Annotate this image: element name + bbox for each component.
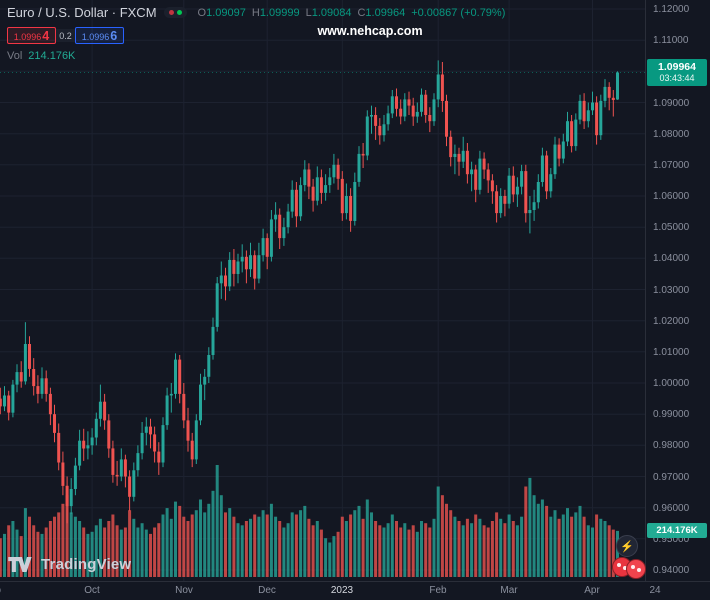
price-axis-label: 1.11000	[653, 35, 689, 46]
time-axis-label: Mar	[500, 585, 518, 596]
watermark-link[interactable]: www.nehcap.com	[317, 24, 423, 38]
volume-value: 214.176K	[28, 50, 76, 62]
time-axis-label: Dec	[258, 585, 276, 596]
sell-price-last-digit: 4	[42, 29, 50, 43]
lightning-button[interactable]: ⚡	[616, 535, 638, 557]
price-axis-label: 0.99000	[653, 409, 690, 420]
bid-ask-widget: 1.0996 4 0.2 1.0996 6	[7, 27, 505, 44]
price-axis-label: 1.07000	[653, 160, 690, 171]
volume-legend[interactable]: Vol 214.176K	[7, 50, 505, 62]
tradingview-logo-icon	[8, 557, 32, 572]
price-axis-label: 0.98000	[653, 440, 690, 451]
price-axis-label: 1.00000	[653, 378, 690, 389]
market-open-dot-icon	[176, 10, 182, 15]
market-status-indicator[interactable]	[163, 7, 187, 18]
sell-button[interactable]: 1.0996 4	[7, 27, 56, 44]
price-axis-label: 1.01000	[653, 347, 690, 358]
open-label: O	[197, 6, 207, 19]
close-label: C	[357, 6, 366, 19]
price-axis-label: 1.03000	[653, 285, 690, 296]
lightning-icon: ⚡	[620, 540, 634, 553]
red-bubbles-button[interactable]	[610, 554, 654, 579]
chart-legend: Euro / U.S. Dollar · FXCM O1.09097 H1.09…	[7, 5, 505, 62]
price-axis-label: 1.09000	[653, 98, 690, 109]
time-axis-label: Apr	[584, 585, 600, 596]
close-value: 1.09964	[365, 6, 406, 19]
price-axis-label: 1.05000	[653, 222, 690, 233]
volume-label: Vol	[7, 50, 23, 62]
price-axis-label: 0.97000	[653, 472, 690, 483]
time-axis-label: Feb	[429, 585, 447, 596]
price-axis[interactable]: 0.94000 0.95000 0.96000 0.97000 0.98000 0.990…	[645, 0, 710, 581]
sell-price: 1.0996	[13, 32, 42, 42]
open-value: 1.09097	[206, 6, 246, 19]
low-label: L	[305, 6, 312, 19]
ohlc-values: O1.09097 H1.09999 L1.09084 C1.09964 +0.0…	[198, 7, 506, 19]
time-axis[interactable]: Sep Oct Nov Dec 2023 Feb Mar Apr 24	[0, 581, 710, 600]
price-axis-label: 1.12000	[653, 4, 690, 15]
spread-value: 0.2	[56, 29, 75, 42]
change-value: +0.00867 (+0.79%)	[411, 6, 506, 19]
red-bubble-icon	[626, 559, 646, 579]
price-axis-label: 1.04000	[653, 253, 690, 264]
buy-price-last-digit: 6	[110, 29, 118, 43]
high-value: 1.09999	[259, 6, 300, 19]
low-value: 1.09084	[311, 6, 352, 19]
buy-price: 1.0996	[81, 32, 110, 42]
price-axis-label: 1.08000	[653, 129, 690, 140]
tradingview-logo[interactable]: TradingView	[8, 556, 131, 573]
price-axis-label: 0.94000	[653, 565, 690, 576]
time-axis-label: 24	[649, 585, 661, 596]
time-axis-label: 2023	[330, 585, 354, 596]
volume-badge: 214.176K	[647, 523, 707, 538]
last-price-badge: 1.09964 03:43:44	[647, 59, 707, 86]
price-axis-label: 0.96000	[653, 503, 690, 514]
price-axis-label: 1.02000	[653, 316, 690, 327]
symbol-title[interactable]: Euro / U.S. Dollar · FXCM	[7, 5, 157, 20]
price-axis-label: 0.95000	[653, 534, 690, 545]
buy-button[interactable]: 1.0996 6	[75, 27, 124, 44]
bar-countdown: 03:43:44	[659, 73, 695, 83]
last-price-value: 1.09964	[658, 61, 696, 73]
tradingview-logo-text: TradingView	[41, 556, 132, 573]
time-axis-label: Sep	[0, 585, 1, 596]
time-axis-label: Oct	[84, 585, 100, 596]
time-axis-label: Nov	[175, 585, 193, 596]
data-problem-dot-icon	[168, 10, 174, 15]
price-axis-label: 1.06000	[653, 191, 690, 202]
high-label: H	[251, 6, 260, 19]
